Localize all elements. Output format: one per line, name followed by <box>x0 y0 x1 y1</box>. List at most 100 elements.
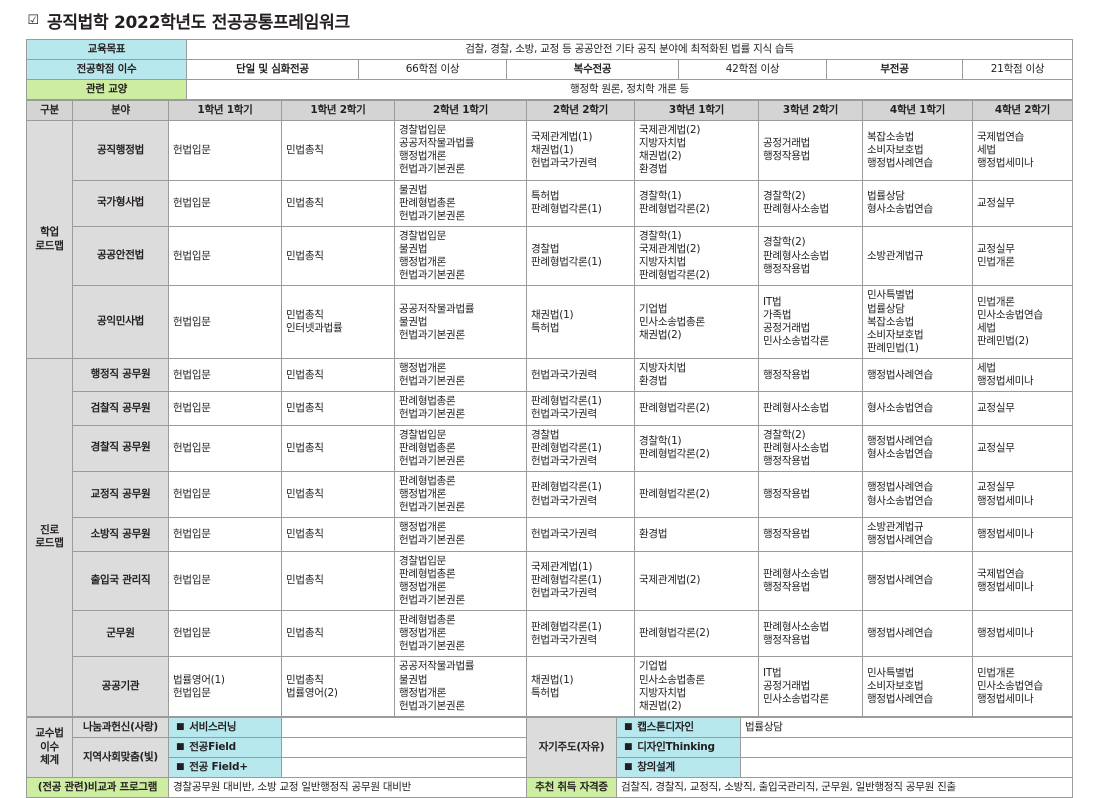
course-item: 판례형법각론(1) <box>531 203 602 216</box>
bullet-square-icon: ■ <box>176 761 185 772</box>
method-chip-major-field-plus[interactable]: ■ 전공 Field+ <box>168 756 282 778</box>
course-item: 법률상담 <box>867 190 905 203</box>
course-cell: 환경법 <box>634 517 759 552</box>
course-cell: 행정법개론 헌법과기본권론 <box>394 357 527 393</box>
roadmap-area-label: 국가형사법 <box>72 179 169 227</box>
section-label-line: 학업 <box>40 226 59 239</box>
method-value-service-learning[interactable] <box>281 716 527 738</box>
course-list: 판례형법각론(2) <box>639 487 754 502</box>
page-title: ☑ 공직법학 2022학년도 전공공통프레임워크 <box>0 0 1096 39</box>
roadmap-area-label: 경찰직 공무원 <box>72 424 169 472</box>
course-list: 헌법입문 <box>173 573 277 588</box>
course-cell: 헌법입문 <box>168 391 282 426</box>
course-cell: 채권법(1) 특허법 <box>526 285 635 359</box>
course-item: 민법총칙 <box>286 527 324 540</box>
method-chip-service-learning[interactable]: ■ 서비스러닝 <box>168 716 282 738</box>
course-cell: 교정실무 행정법세미나 <box>972 470 1073 519</box>
course-cell: 경찰법입문 판례형법총론 헌법과기본권론 <box>394 424 527 472</box>
course-list: 헌법입문 <box>173 249 277 264</box>
method-value-creative-design[interactable] <box>740 756 1073 778</box>
col-header-y4s2: 4학년 2학기 <box>972 100 1073 121</box>
method-chip-design-thinking[interactable]: ■ 디자인Thinking <box>616 736 741 758</box>
col-header-y4s1: 4학년 1학기 <box>862 100 973 121</box>
course-list: 민법총칙 <box>286 626 390 641</box>
course-cell: 공공저작물과법률 물권법 행정법개론 헌법과기본권론 <box>394 656 527 717</box>
meta-row-liberal: 관련 교양 행정학 원론, 정치학 개론 등 <box>26 79 1074 100</box>
bullet-square-icon: ■ <box>176 721 185 732</box>
course-list: 복잡소송법 소비자보호법 행정법사례연습 <box>867 130 968 171</box>
course-item: 교정실무 <box>977 401 1015 414</box>
course-item: 민법총칙 <box>286 143 324 156</box>
course-item: 헌법입문 <box>173 196 211 209</box>
roadmap-area-label: 출입국 관리직 <box>72 550 169 611</box>
course-item: 소방관계법규 <box>867 521 924 534</box>
course-item: 국제관계법(1) <box>531 561 593 574</box>
course-item: 민법총칙 <box>286 488 324 500</box>
course-list: 공공저작물과법률 물권법 행정법개론 헌법과기본권론 <box>399 659 522 714</box>
course-list: 민법총칙 <box>286 368 390 383</box>
roadmap-table: 구분 분야 1학년 1학기 1학년 2학기 2학년 1학기 2학년 2학기 3학… <box>26 100 1073 717</box>
course-item: 가족법 <box>763 309 792 322</box>
course-list: 행정법세미나 <box>977 626 1068 641</box>
course-cell: 헌법입문 <box>168 517 282 552</box>
course-item: 지방자치법 <box>639 686 687 699</box>
course-list: 민법총칙 <box>286 196 390 211</box>
course-item: 행정작용법 <box>763 262 811 275</box>
course-item: 행정법개론 <box>399 580 447 593</box>
course-list: 헌법입문 <box>173 487 277 502</box>
course-cell: 경찰법입문 공공저작물과법률 행정법개론 헌법과기본권론 <box>394 120 527 181</box>
method-chip-creative-design[interactable]: ■ 창의설계 <box>616 756 741 778</box>
course-item: 채권법(2) <box>639 699 682 712</box>
course-list: 행정작용법 <box>763 487 858 502</box>
course-cell: 헌법과국가권력 <box>526 357 635 393</box>
course-cell: 행정법세미나 <box>972 517 1073 552</box>
col-header-gubun: 구분 <box>26 100 73 121</box>
course-item: 경찰법 <box>531 428 560 441</box>
course-item: 행정법세미나 <box>977 627 1034 640</box>
course-cell: 민법총칙 <box>281 470 395 519</box>
course-item: 공공저작물과법률 <box>399 302 475 315</box>
course-item: 헌법과기본권론 <box>399 328 465 341</box>
course-item: 민법총칙 <box>286 401 324 414</box>
method-value-major-field-plus[interactable] <box>281 756 527 778</box>
course-list: 헌법입문 <box>173 527 277 542</box>
course-list: 교정실무 <box>977 196 1068 211</box>
course-cell: 민법총칙 법률영어(2) <box>281 656 395 717</box>
method-value-capstone[interactable]: 법률상담 <box>740 716 1073 738</box>
course-list: 환경법 <box>639 527 754 542</box>
table-row: 경찰직 공무원 헌법입문 민법총칙 경찰법입문 판례형법총론 헌법과기본권론 경찰법 판례형법… <box>27 424 1073 472</box>
table-row: 공공기관 법률영어(1) 헌법입문 민법총칙 법률영어(2) 공공저작물과법률 물권법 행정법… <box>27 656 1073 717</box>
course-item: 복잡소송법 <box>867 315 915 328</box>
method-label-community: 지역사회맞춤(빛) <box>72 736 169 778</box>
course-item: 소비자보호법 <box>867 680 924 693</box>
course-cell: 헌법과국가권력 <box>526 517 635 552</box>
extracurricular-program-value: 경찰공무원 대비반, 소방 교정 일반행정직 공무원 대비반 <box>168 776 527 798</box>
course-item: 민법총칙 <box>286 441 324 454</box>
method-value-design-thinking[interactable] <box>740 736 1073 758</box>
course-item: 경찰학(1) <box>639 229 682 242</box>
course-list: 교정실무 민법개론 <box>977 242 1068 270</box>
course-item: 국제관계법(1) <box>531 130 593 143</box>
roadmap-area-label: 공직행정법 <box>72 120 169 181</box>
course-item: 채권법(2) <box>639 150 682 163</box>
method-chip-capstone[interactable]: ■ 캡스톤디자인 <box>616 716 741 738</box>
teaching-method-label: 교수법 이수 체계 <box>26 716 73 778</box>
course-item: 헌법과국가권력 <box>531 494 597 507</box>
major-credit-label: 전공학점 이수 <box>26 59 187 80</box>
credit-value-minor: 21학점 이상 <box>961 59 1074 80</box>
course-list: 판례형사소송법 행정작용법 <box>763 567 858 595</box>
extracurricular-program-label: (전공 관련)비교과 프로그램 <box>26 776 169 798</box>
course-item: 경찰학(2) <box>763 236 806 249</box>
course-item: 헌법입문 <box>173 143 211 156</box>
method-value-major-field[interactable] <box>281 736 527 758</box>
table-row: 공공안전법 헌법입문 민법총칙 경찰법입문 물권법 행정법개론 헌법과기본권론 경찰법 판례형법… <box>27 225 1073 287</box>
course-item: 소비자보호법 <box>867 328 924 341</box>
course-cell: 판례형법각론(2) <box>634 391 759 426</box>
course-item: 교정실무 <box>977 196 1015 209</box>
method-chip-major-field[interactable]: ■ 전공Field <box>168 736 282 758</box>
course-item: 헌법과기본권론 <box>399 640 465 653</box>
course-item: 행정법사례연습 <box>867 627 933 640</box>
course-item: 교정실무 <box>977 243 1015 255</box>
self-directed-label: 자기주도(자유) <box>526 716 617 778</box>
course-list: 헌법과국가권력 <box>531 527 630 542</box>
